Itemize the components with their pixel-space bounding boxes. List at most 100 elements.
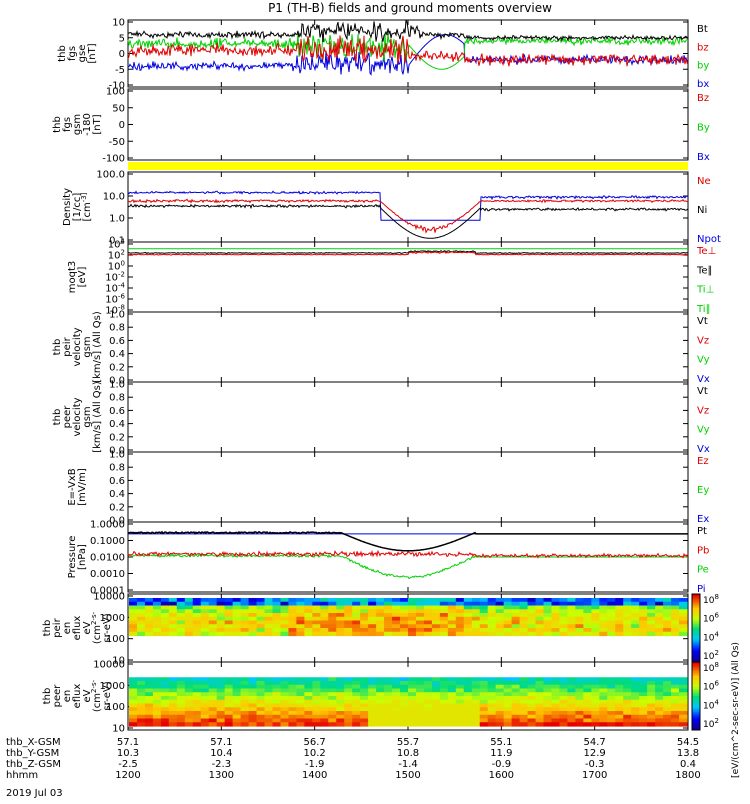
spectrogram-cell — [471, 714, 481, 720]
colorbar-cell — [692, 659, 700, 663]
spectrogram-cell — [336, 677, 345, 682]
spectrogram-cell — [479, 616, 489, 622]
spectrogram-cell — [455, 609, 465, 614]
ephem-value: -0.3 — [585, 759, 605, 770]
spectrogram-cell — [312, 598, 321, 603]
spectrogram-cell — [240, 631, 250, 637]
spectrogram-cell — [168, 628, 178, 633]
spectrogram-cell — [200, 620, 210, 625]
spectrogram-cell — [671, 677, 680, 682]
spectrogram-cell — [503, 703, 513, 708]
spectrogram-cell — [431, 609, 441, 614]
y-tick-label: 10-8 — [105, 304, 125, 317]
spectrogram-cell — [392, 631, 401, 637]
spectrogram-cell — [487, 628, 497, 633]
spectrogram-cell — [129, 688, 138, 693]
spectrogram-cell — [160, 722, 170, 727]
spectrogram-cell — [272, 620, 282, 625]
colorbar-cell — [692, 605, 700, 609]
spectrogram-cell — [583, 703, 592, 708]
ephem-row-label: thb_Y-GSM — [6, 748, 59, 759]
spectrogram-cell — [200, 624, 210, 629]
spectrogram-cell — [479, 628, 489, 633]
spectrogram-cell — [415, 692, 425, 697]
spectrogram-cell — [384, 718, 393, 723]
spectrogram-cell — [503, 677, 513, 682]
spectrogram-cell — [471, 718, 481, 723]
spectrogram-cell — [551, 722, 561, 727]
spectrogram-cell — [248, 628, 258, 633]
spectrogram-cell — [129, 628, 138, 633]
spectrogram-cell — [471, 681, 481, 686]
y-tick-label: 0.2 — [109, 432, 125, 443]
spectrogram-cell — [392, 598, 401, 603]
ephem-value: 57.1 — [117, 737, 139, 748]
spectrogram-cell — [256, 699, 266, 705]
spectrogram-cell — [487, 714, 497, 720]
spectrogram-cell — [543, 677, 553, 682]
spectrogram-cell — [583, 624, 592, 629]
spectrogram-cell — [615, 684, 624, 690]
spectrogram-cell — [264, 718, 274, 723]
spectrogram-cell — [336, 613, 345, 618]
spectrogram-cell — [639, 605, 648, 610]
spectrogram-cell — [455, 624, 465, 629]
spectrogram-cell — [583, 722, 592, 727]
spectrogram-cell — [503, 613, 513, 618]
spectrogram-cell — [511, 714, 521, 720]
spectrogram-cell — [256, 696, 266, 701]
spectrogram-cell — [328, 605, 337, 610]
spectrogram-cell — [543, 681, 553, 686]
spectrogram-cell — [607, 718, 616, 723]
spectrogram-cell — [408, 681, 417, 686]
colorbar-cell — [692, 675, 700, 679]
spectrogram-cell — [647, 613, 656, 618]
spectrogram-cell — [623, 696, 632, 701]
spectrogram-cell — [160, 688, 170, 693]
spectrogram-cell — [288, 631, 297, 637]
spectrogram-cell — [655, 692, 664, 697]
spectrogram-cell — [208, 722, 218, 727]
spectrogram-cell — [216, 624, 226, 629]
spectrogram-cell — [575, 722, 584, 727]
spectrogram-cell — [479, 707, 489, 712]
spectrogram-cell — [280, 628, 290, 633]
spectrogram-cell — [176, 601, 186, 607]
spectrogram-cell — [272, 707, 282, 712]
spectrogram-cell — [184, 707, 194, 712]
spectrogram-cell — [503, 620, 513, 625]
spectrogram-cell — [408, 605, 417, 610]
spectrogram-cell — [320, 688, 329, 693]
ephem-value: 1400 — [302, 770, 327, 781]
spectrogram-cell — [240, 688, 250, 693]
spectrogram-cell — [535, 722, 545, 727]
spectrogram-cell — [471, 684, 481, 690]
spectrogram-cell — [256, 688, 266, 693]
spectrogram-cell — [168, 692, 178, 697]
spectrogram-cell — [575, 714, 584, 720]
spectrogram-cell — [288, 703, 297, 708]
spectrogram-cell — [240, 601, 250, 607]
spectrogram-cell — [679, 703, 688, 708]
spectrogram-cell — [136, 631, 146, 637]
colorbar-cell — [692, 686, 700, 690]
spectrogram-cell — [152, 722, 162, 727]
spectrogram-cell — [288, 707, 297, 712]
spectrogram-cell — [599, 696, 608, 701]
y-tick-label: 1.0 — [109, 214, 125, 225]
colorbar-cell — [692, 725, 700, 729]
spectrogram-cell — [623, 699, 632, 705]
y-axis-label: thb — [42, 620, 53, 637]
spectrogram-cell — [591, 628, 600, 633]
legend-by: by — [697, 61, 709, 72]
spectrogram-cell — [535, 688, 545, 693]
spectrogram-cell — [527, 605, 537, 610]
spectrogram-cell — [455, 703, 465, 708]
spectrogram-cell — [328, 609, 337, 614]
spectrogram-cell — [336, 711, 345, 716]
spectrogram-cell — [423, 696, 433, 701]
spectrogram-cell — [216, 722, 226, 727]
spectrogram-cell — [376, 624, 385, 629]
spectrogram-cell — [607, 631, 616, 637]
spectrogram-cell — [160, 605, 170, 610]
